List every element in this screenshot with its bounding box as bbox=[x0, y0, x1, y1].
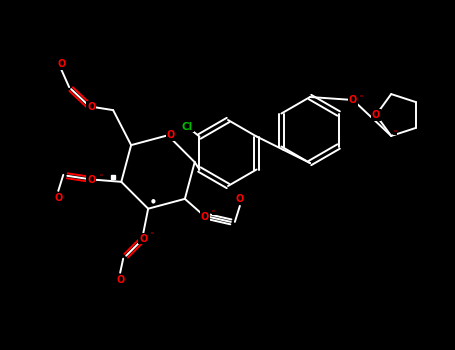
Text: O: O bbox=[87, 102, 95, 112]
Text: O: O bbox=[236, 194, 244, 204]
Text: O: O bbox=[57, 59, 65, 69]
Text: '': '' bbox=[212, 209, 216, 215]
Text: '': '' bbox=[393, 129, 397, 135]
Text: '': '' bbox=[359, 94, 363, 100]
Text: O: O bbox=[372, 110, 380, 120]
Text: O: O bbox=[201, 212, 209, 222]
Text: ●: ● bbox=[151, 198, 156, 203]
Text: O: O bbox=[139, 234, 147, 244]
Text: O: O bbox=[116, 275, 124, 285]
Text: '': '' bbox=[99, 173, 103, 179]
Text: O: O bbox=[54, 193, 62, 203]
Text: '': '' bbox=[150, 231, 154, 237]
Text: O: O bbox=[87, 175, 96, 185]
Text: O: O bbox=[167, 130, 175, 140]
Text: O: O bbox=[349, 95, 357, 105]
Text: Cl: Cl bbox=[182, 121, 193, 132]
